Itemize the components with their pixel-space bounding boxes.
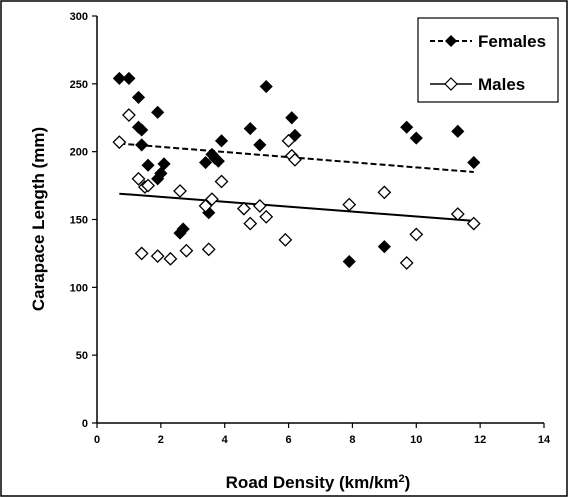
y-tick-label: 250 [70, 79, 88, 91]
legend-item-males: Males [430, 75, 525, 94]
x-tick-label: 10 [410, 434, 422, 446]
y-tick-label: 50 [76, 350, 88, 362]
males-point [141, 178, 156, 193]
males-point [112, 135, 127, 150]
males-point [259, 209, 274, 224]
males-point [399, 255, 414, 270]
x-tick-label: 12 [474, 434, 486, 446]
x-tick-label: 6 [286, 434, 292, 446]
females-point [409, 131, 423, 145]
females-point [214, 134, 229, 148]
y-axis-title: Carapace Length (mm) [29, 127, 48, 311]
males-point [377, 185, 392, 200]
males-point [131, 171, 146, 186]
females-point [135, 123, 149, 137]
females-point [131, 90, 146, 104]
legend: Females Males [417, 17, 559, 103]
females-point [285, 111, 299, 125]
x-tick-label: 14 [538, 434, 551, 446]
plot-area: 0 50 100 150 200 250 300 0 2 4 6 8 10 12 14 [70, 11, 551, 446]
females-point [122, 71, 136, 85]
males-point [163, 251, 178, 266]
females-point [141, 158, 155, 172]
males-point [288, 152, 302, 167]
y-tick-label: 300 [70, 11, 88, 23]
males-point [179, 243, 194, 258]
males-point [201, 242, 216, 257]
males-point [278, 232, 293, 247]
females-point [112, 71, 126, 85]
females-point [342, 254, 356, 269]
females-point [198, 155, 213, 170]
x-tick-label: 2 [158, 434, 164, 446]
males-point [198, 199, 213, 213]
legend-females-label: Females [478, 32, 546, 51]
females-point [176, 222, 190, 236]
females-point [467, 155, 481, 170]
y-tick-label: 100 [70, 282, 88, 294]
males-point [466, 216, 481, 231]
females-point [135, 138, 149, 152]
females-point [288, 128, 302, 142]
males-point [214, 174, 229, 189]
females-point [377, 240, 391, 254]
males-point [281, 133, 296, 148]
males-point [134, 246, 149, 261]
females-point [243, 122, 257, 136]
females-point [253, 138, 267, 152]
legend-item-females: Females [430, 32, 546, 51]
females-point [259, 79, 273, 94]
legend-males-label: Males [478, 75, 525, 94]
y-tick-label: 200 [70, 147, 88, 159]
y-tick-label: 0 [82, 418, 88, 430]
females-point [157, 157, 171, 171]
legend-box [417, 17, 559, 103]
females-point [400, 120, 414, 134]
males-point [409, 227, 424, 242]
x-tick-label: 8 [349, 434, 355, 446]
males-point [150, 249, 165, 264]
males-point [342, 197, 357, 212]
x-tick-label: 0 [94, 434, 100, 446]
x-axis-title: Road Density (km/km2) [226, 473, 411, 492]
x-tick-label: 4 [222, 434, 229, 446]
males-point [236, 201, 251, 216]
legend-males-marker [444, 77, 458, 91]
females-point [451, 124, 465, 138]
males-point [173, 184, 187, 198]
males-point [122, 108, 136, 122]
females-trendline [119, 142, 474, 174]
males-trendline [119, 192, 474, 222]
males-point [205, 192, 219, 207]
males-point [252, 199, 267, 213]
males-point [243, 216, 258, 231]
legend-females-marker [445, 35, 457, 47]
females-point [154, 166, 168, 180]
males-point [450, 207, 465, 221]
females-point [151, 105, 165, 119]
females-point [211, 154, 225, 168]
y-tick-label: 150 [70, 215, 88, 227]
